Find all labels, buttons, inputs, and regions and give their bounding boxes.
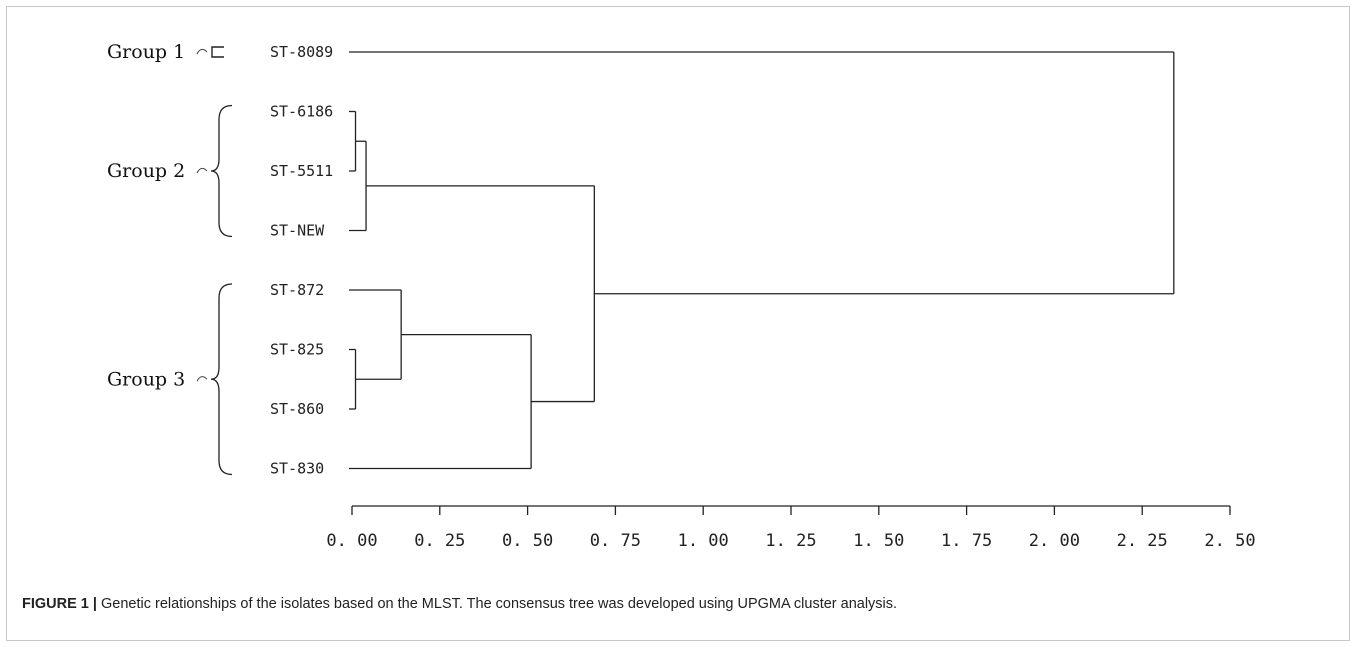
leaf-labels: ST-8089 ST-6186 ST-5511 ST-NEW ST-872 ST-825 S… [270, 43, 333, 478]
caption-label: FIGURE 1 | [22, 596, 97, 612]
group-pointer-1 [196, 48, 208, 55]
leaf-label-st-860: ST-860 [270, 400, 324, 418]
dendrogram: ST-8089 ST-6186 ST-5511 ST-NEW ST-872 ST-825 S… [107, 41, 1256, 551]
group-label-1: Group 1 [107, 41, 185, 63]
group-pointer-2 [196, 167, 208, 174]
leaf-label-st-6186: ST-6186 [270, 103, 333, 121]
tick-label-1: 0. 25 [414, 531, 465, 551]
figure-frame [6, 6, 1350, 641]
group-label-2: Group 2 [107, 160, 185, 182]
tick-label-0: 0. 00 [326, 531, 377, 551]
tick-label-7: 1. 75 [941, 531, 992, 551]
leaf-label-st-872: ST-872 [270, 281, 324, 299]
group-bracket-1 [211, 46, 224, 58]
tick-label-3: 0. 75 [590, 531, 641, 551]
leaf-label-st-830: ST-830 [270, 460, 324, 478]
leaf-label-st-5511: ST-5511 [270, 162, 333, 180]
group-label-3: Group 3 [107, 368, 185, 390]
caption-text: Genetic relationships of the isolates ba… [96, 596, 898, 612]
group-bracket-3 [210, 283, 233, 476]
tick-label-10: 2. 50 [1204, 531, 1255, 551]
tick-label-2: 0. 50 [502, 531, 553, 551]
leaf-label-st-8089: ST-8089 [270, 43, 333, 61]
leaf-label-st-825: ST-825 [270, 341, 324, 359]
group-annotations: Group 1 Group 2 Group 3 [107, 41, 233, 476]
tick-label-9: 2. 25 [1117, 531, 1168, 551]
figure-caption: FIGURE 1 | Genetic relationships of the … [22, 596, 1332, 612]
tick-label-5: 1. 25 [765, 531, 816, 551]
group-pointer-3 [196, 376, 208, 382]
group-bracket-2 [210, 104, 233, 238]
tick-label-8: 2. 00 [1029, 531, 1080, 551]
x-axis: 0. 00 0. 25 0. 50 0. 75 1. 00 1. 25 1. 50 1. 75… [326, 505, 1256, 551]
leaf-label-st-new: ST-NEW [270, 222, 325, 240]
tree-branches [349, 51, 1175, 470]
tick-label-4: 1. 00 [678, 531, 729, 551]
tick-label-6: 1. 50 [853, 531, 904, 551]
